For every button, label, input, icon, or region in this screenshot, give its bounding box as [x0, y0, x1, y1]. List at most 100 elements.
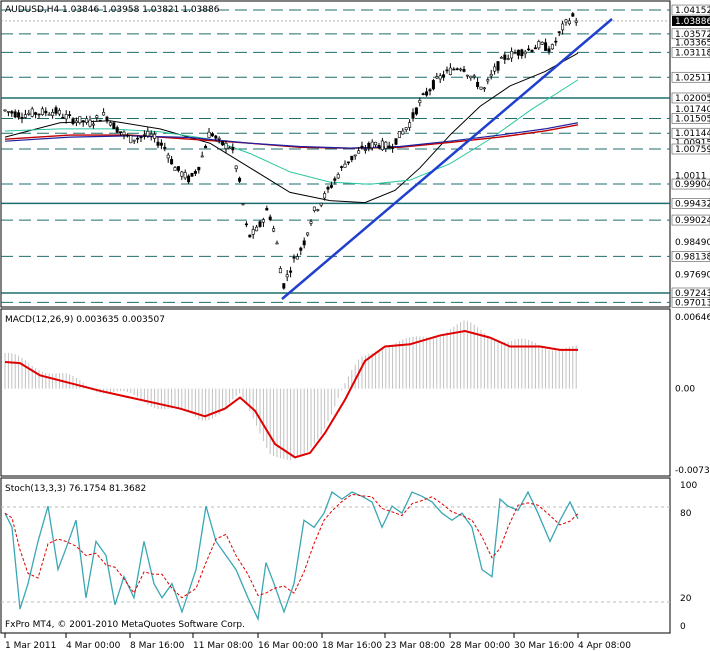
time-axis-label: 4 Mar 00:00 [66, 641, 121, 651]
candle-body [51, 111, 55, 116]
candle-body [217, 137, 221, 140]
copyright: FxPro MT4, © 2001-2010 MetaQuotes Softwa… [5, 620, 245, 630]
candle-body [108, 122, 112, 126]
candle-body [54, 107, 58, 114]
candle-body [251, 229, 255, 235]
candle-body [523, 51, 527, 55]
candle-body [146, 130, 150, 137]
candle-body [465, 74, 469, 77]
candle-body [139, 136, 143, 138]
candle-body [540, 42, 544, 45]
candle-body [564, 19, 568, 23]
candle-body [513, 52, 517, 55]
price-axis-label: 1.03886 [675, 17, 710, 27]
candle-body [309, 221, 313, 224]
candle-body [105, 116, 109, 122]
macd-axis-label: 0.006461 [675, 313, 710, 323]
candle-body [68, 114, 72, 116]
price-axis-label: 1.04152 [675, 6, 710, 16]
symbol-title: AUDUSD,H4 [5, 5, 60, 15]
ohlc-values: 1.03846 1.03958 1.03821 1.03886 [62, 5, 220, 15]
candle-body [98, 119, 102, 122]
candle-body [319, 202, 323, 206]
price-axis-label: 1.03118 [675, 48, 710, 58]
candle-body [445, 69, 449, 72]
candle-body [85, 118, 89, 123]
candle-body [367, 143, 371, 148]
macd-axis-label: -0.007341 [675, 466, 710, 476]
candle-body [408, 122, 412, 128]
macd-label: MACD(12,26,9) 0.003635 0.003507 [5, 315, 165, 325]
candle-body [435, 76, 439, 79]
candle-body [149, 133, 153, 137]
candle-body [561, 23, 565, 31]
stoch-axis-label: 100 [680, 481, 697, 491]
candle-body [506, 58, 510, 60]
candle-body [357, 150, 361, 154]
candle-body [13, 111, 17, 118]
candle-body [394, 138, 398, 145]
candle-body [224, 142, 228, 149]
candle-body [78, 116, 82, 124]
candle-body [574, 20, 578, 23]
candle-body [414, 107, 418, 115]
candle-body [91, 123, 95, 126]
candle-body [431, 80, 435, 90]
candle-body [37, 113, 41, 116]
candle-body [493, 66, 497, 72]
candle-body [567, 20, 571, 25]
candle-body [333, 178, 337, 181]
candle-body [166, 154, 170, 159]
price-axis-label: 1.03572 [675, 30, 710, 40]
candle-body [312, 206, 316, 211]
time-axis-label: 4 Apr 08:00 [578, 641, 631, 651]
candle-body [122, 131, 126, 135]
macd-axis: 0.006461 0.00 -0.007341 [675, 313, 710, 476]
price-level-tag [671, 297, 710, 308]
time-axis-label: 11 Mar 08:00 [193, 641, 253, 651]
candle-body [34, 112, 38, 115]
candle-body [455, 68, 459, 70]
candle-body [499, 57, 503, 59]
candle-body [112, 122, 116, 129]
price-axis-label: 0.97690 [675, 271, 710, 281]
macd-axis-label: 0.00 [675, 385, 695, 395]
candle-body [411, 112, 415, 119]
price-axis-label: 0.98138 [675, 252, 710, 262]
candle-body [503, 54, 507, 60]
candle-body [61, 116, 65, 119]
candle-body [197, 166, 201, 171]
candle-body [193, 171, 197, 174]
price-axis-label: 0.99904 [675, 180, 710, 190]
stoch-label: Stoch(13,3,3) 76.1754 81.3682 [5, 484, 146, 494]
candle-body [180, 171, 184, 177]
price-axis-label: 1.01740 [675, 105, 710, 115]
price-level-tag [671, 214, 710, 226]
candle-body [142, 134, 146, 137]
candle-body [163, 146, 167, 149]
time-axis-label: 30 Mar 16:00 [514, 641, 574, 651]
ma-fast-line [4, 52, 579, 204]
candle-body [459, 68, 463, 71]
candle-body [316, 209, 320, 211]
candle-body [554, 40, 558, 43]
price-level-tag [671, 178, 710, 190]
stoch-panel[interactable]: 100 80 20 0 Stoch(13,3,3) 76.1754 81.3682 F… [0, 477, 697, 634]
candle-body [377, 145, 381, 149]
candle-body [81, 120, 85, 123]
candle-body [442, 74, 446, 78]
candle-body [299, 247, 303, 251]
macd-panel[interactable]: 0.006461 0.00 -0.007341 MACD(12,26,9) 0.00… [0, 308, 710, 477]
price-axis-label: 0.99024 [675, 216, 710, 226]
candle-body [462, 69, 466, 72]
price-axis-label: 1.01505 [675, 114, 710, 124]
stoch-axis-label: 80 [680, 509, 692, 519]
candle-body [527, 48, 531, 51]
candle-body [10, 111, 14, 114]
price-level-tag [671, 47, 710, 58]
candle-body [438, 75, 442, 80]
candle-body [302, 240, 306, 246]
price-axis-label: 0.97243 [675, 289, 710, 299]
